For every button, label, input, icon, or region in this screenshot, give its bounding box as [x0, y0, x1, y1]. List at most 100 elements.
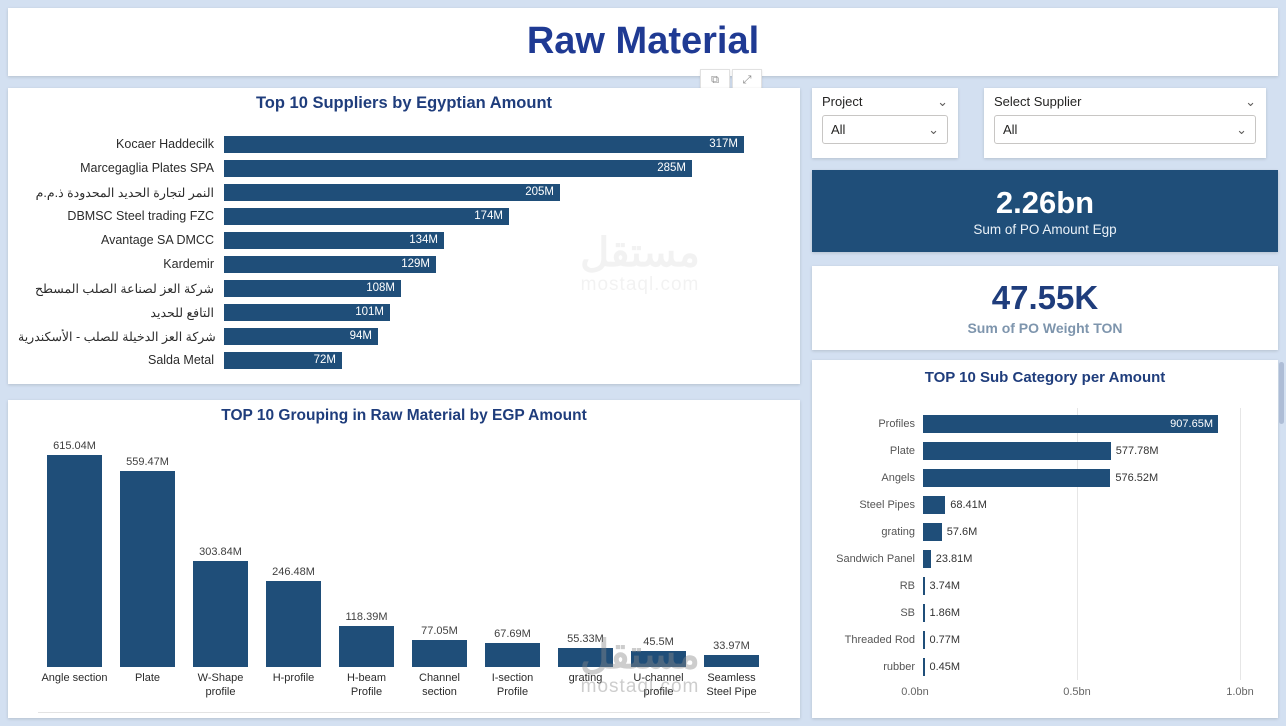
supplier-category-label: DBMSC Steel trading FZC	[67, 209, 214, 223]
subcategory-row: Profiles 907.65M	[820, 410, 1248, 437]
grouping-bar[interactable]	[558, 648, 613, 667]
grouping-bar-value: 77.05M	[421, 625, 458, 637]
subcategory-bar[interactable]	[923, 630, 925, 649]
grouping-bar[interactable]	[266, 581, 321, 667]
kpi-po-weight-label: Sum of PO Weight TON	[967, 319, 1123, 336]
grouping-bar-value: 67.69M	[494, 628, 531, 640]
supplier-bar[interactable]: 174M	[224, 207, 509, 225]
chevron-down-icon: ⌄	[1245, 93, 1256, 109]
project-filter-label: Project	[822, 94, 863, 109]
grouping-category-label: Seamless Steel Pipe	[706, 672, 757, 698]
subcategory-category-label: rubber	[883, 660, 915, 673]
supplier-bar-value: 101M	[355, 306, 384, 318]
subcategory-bar-value: 1.86M	[929, 606, 961, 619]
supplier-bar[interactable]: 205M	[224, 183, 560, 201]
subcategory-bar[interactable]	[923, 441, 1111, 460]
subcategory-bar-value: 68.41M	[950, 498, 987, 511]
grouping-category-label: Plate	[134, 672, 161, 684]
subcategory-bar-value: 23.81M	[935, 552, 973, 565]
supplier-bar-value: 285M	[657, 162, 686, 174]
supplier-bar[interactable]: 108M	[224, 279, 401, 297]
supplier-category-label: النمر لتجارة الحديد المحدودة ذ.م.م	[35, 185, 214, 200]
supplier-category-label: Kocaer Haddecilk	[116, 137, 214, 151]
grouping-column: 559.47M Plate	[111, 440, 184, 712]
grouping-column: 118.39M H-beam Profile	[330, 440, 403, 712]
grouping-bar[interactable]	[193, 561, 248, 667]
supplier-bar[interactable]: 134M	[224, 231, 444, 249]
subcategory-category-label: Steel Pipes	[859, 498, 915, 511]
grouping-bar[interactable]	[120, 471, 175, 667]
subcategory-category-label: Profiles	[878, 417, 915, 430]
supplier-bar-track: 129M	[224, 255, 790, 273]
subcategory-bar[interactable]	[923, 549, 931, 568]
grouping-category-label: H-profile	[272, 672, 315, 684]
supplier-bar-track: 205M	[224, 183, 790, 201]
focus-mode-icon[interactable]: ⤢	[732, 69, 762, 92]
kpi-po-amount-label: Sum of PO Amount Egp	[973, 222, 1117, 238]
supplier-row: Kardemir 129M	[18, 252, 790, 276]
grouping-category-label: H-beam Profile	[346, 672, 387, 698]
project-filter-dropdown[interactable]: All ⌄	[822, 115, 948, 144]
grouping-bar[interactable]	[704, 655, 759, 667]
grouping-category-label: Channel section	[419, 672, 460, 698]
supplier-bar[interactable]: 94M	[224, 327, 378, 345]
supplier-filter: Select Supplier ⌄ All ⌄	[984, 88, 1266, 158]
grouping-bar[interactable]	[339, 626, 394, 667]
grouping-bar[interactable]	[412, 640, 467, 667]
supplier-filter-header[interactable]: Select Supplier ⌄	[984, 88, 1266, 111]
supplier-filter-dropdown[interactable]: All ⌄	[994, 115, 1256, 144]
project-filter-header[interactable]: Project ⌄	[812, 88, 958, 111]
subcategory-category-label: SB	[900, 606, 915, 619]
supplier-bar-value: 134M	[409, 234, 438, 246]
supplier-bar[interactable]: 101M	[224, 303, 390, 321]
grouping-bar[interactable]	[47, 455, 102, 668]
subcategory-bar[interactable]	[923, 576, 925, 595]
supplier-bar[interactable]: 129M	[224, 255, 436, 273]
supplier-row: Salda Metal 72M	[18, 348, 790, 372]
supplier-category-label: Kardemir	[163, 257, 214, 271]
subcategory-bar-track: 23.81M	[923, 549, 1248, 568]
supplier-row: النمر لتجارة الحديد المحدودة ذ.م.م 205M	[18, 180, 790, 204]
supplier-category-label: التافع للحديد	[150, 305, 214, 320]
subcategory-bar[interactable]	[923, 468, 1111, 487]
subcategory-bar-track: 1.86M	[923, 603, 1248, 622]
supplier-bar-track: 108M	[224, 279, 790, 297]
kpi-po-amount-value: 2.26bn	[995, 184, 1095, 220]
grouping-bar-value: 45.5M	[643, 636, 674, 648]
supplier-bar-value: 108M	[366, 282, 395, 294]
supplier-bar-value: 205M	[525, 186, 554, 198]
supplier-bar[interactable]: 285M	[224, 159, 692, 177]
grouping-bar-value: 559.47M	[126, 456, 169, 468]
subcategory-row: grating 57.6M	[820, 518, 1248, 545]
grouping-category-label: I-section Profile	[491, 672, 534, 698]
supplier-filter-value: All	[1003, 122, 1018, 137]
supplier-bar[interactable]: 317M	[224, 135, 744, 153]
subcategory-chart: Profiles 907.65M Plate 577.78M Angels 576.52M…	[820, 410, 1248, 680]
grouping-column: 246.48M H-profile	[257, 440, 330, 712]
grouping-column: 303.84M W-Shape profile	[184, 440, 257, 712]
subcategory-category-label: Threaded Rod	[844, 633, 915, 646]
grouping-category-label: W-Shape profile	[197, 672, 244, 698]
subcategory-bar[interactable]	[923, 603, 925, 622]
subcategory-bar[interactable]	[923, 522, 942, 541]
scrollbar[interactable]	[1279, 362, 1284, 424]
subcategory-bar[interactable]	[923, 657, 925, 676]
supplier-bar-track: 174M	[224, 207, 790, 225]
subcategory-bar[interactable]: 907.65M	[923, 414, 1218, 433]
subcategory-row: Plate 577.78M	[820, 437, 1248, 464]
grouping-bar[interactable]	[631, 651, 686, 667]
grouping-bar[interactable]	[485, 643, 540, 667]
subcategory-category-label: Angels	[881, 471, 915, 484]
subcategory-row: Threaded Rod 0.77M	[820, 626, 1248, 653]
subcategory-bar[interactable]	[923, 495, 946, 514]
grouping-column: 67.69M I-section Profile	[476, 440, 549, 712]
subcategory-row: Steel Pipes 68.41M	[820, 491, 1248, 518]
subcategory-category-label: grating	[881, 525, 915, 538]
supplier-bar-track: 72M	[224, 351, 790, 369]
supplier-category-label: شركة العز الدخيلة للصلب - الأسكندرية	[18, 329, 216, 344]
project-filter: Project ⌄ All ⌄	[812, 88, 958, 158]
supplier-bar-track: 101M	[224, 303, 790, 321]
supplier-bar[interactable]: 72M	[224, 351, 342, 369]
supplier-bar-value: 94M	[349, 330, 372, 342]
subcategory-bar-track: 577.78M	[923, 441, 1248, 460]
